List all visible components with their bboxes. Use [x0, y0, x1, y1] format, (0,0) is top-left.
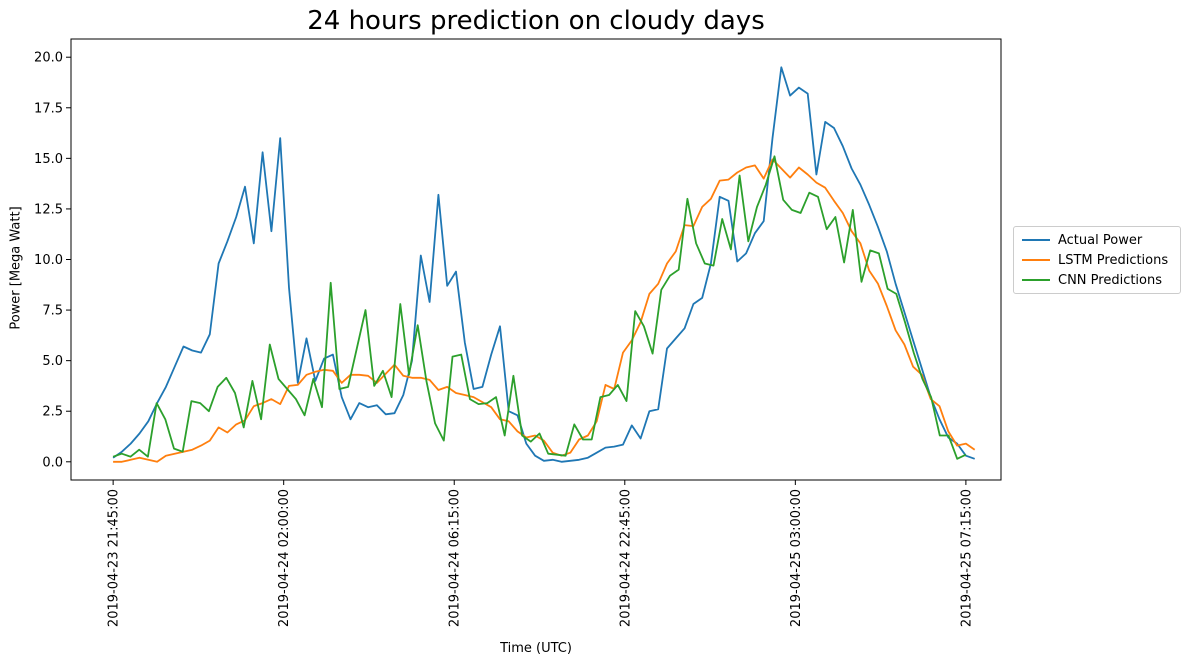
legend-item-cnn-predictions: CNN Predictions: [1022, 270, 1162, 290]
x-axis-label: Time (UTC): [500, 641, 572, 656]
y-tick-label: 15.0: [34, 152, 63, 167]
legend: Actual Power LSTM Predictions CNN Predic…: [1013, 226, 1181, 294]
legend-item-actual-power: Actual Power: [1022, 230, 1142, 250]
legend-swatch-actual-power: [1022, 239, 1050, 241]
legend-label: LSTM Predictions: [1058, 252, 1169, 268]
y-tick-label: 20.0: [34, 51, 63, 66]
legend-swatch-lstm-predictions: [1022, 259, 1050, 261]
x-tick-label: 2019-04-23 21:45:00: [107, 489, 122, 627]
y-tick-label: 7.5: [42, 304, 63, 319]
x-tick-label: 2019-04-24 06:15:00: [448, 489, 463, 627]
x-axis: 2019-04-23 21:45:00 2019-04-24 02:00:00 20…: [107, 480, 974, 627]
y-tick-label: 2.5: [42, 405, 63, 420]
legend-item-lstm-predictions: LSTM Predictions: [1022, 250, 1168, 270]
y-axis: 0.0 2.5 5.0 7.5 10.0 12.5 15.0 17.5 20.0: [34, 51, 71, 470]
series-line-cnn-predictions: [112, 155, 967, 460]
y-tick-label: 12.5: [34, 202, 63, 217]
x-tick-label: 2019-04-25 07:15:00: [959, 489, 974, 627]
y-tick-label: 10.0: [34, 253, 63, 268]
x-tick-label: 2019-04-24 22:45:00: [618, 489, 633, 627]
series-line-actual-power: [112, 66, 975, 463]
legend-label: CNN Predictions: [1058, 272, 1163, 288]
x-tick-label: 2019-04-25 03:00:00: [789, 489, 804, 627]
series-lines: [112, 66, 976, 463]
y-tick-label: 0.0: [42, 455, 63, 470]
plot-frame: [70, 38, 1002, 481]
y-tick-label: 5.0: [42, 354, 63, 369]
chart-title: 24 hours prediction on cloudy days: [307, 6, 765, 36]
series-line-lstm-predictions: [113, 158, 976, 463]
x-tick-label: 2019-04-24 02:00:00: [277, 489, 292, 627]
y-tick-label: 17.5: [34, 101, 63, 116]
legend-label: Actual Power: [1058, 232, 1143, 248]
legend-swatch-cnn-predictions: [1022, 279, 1050, 281]
